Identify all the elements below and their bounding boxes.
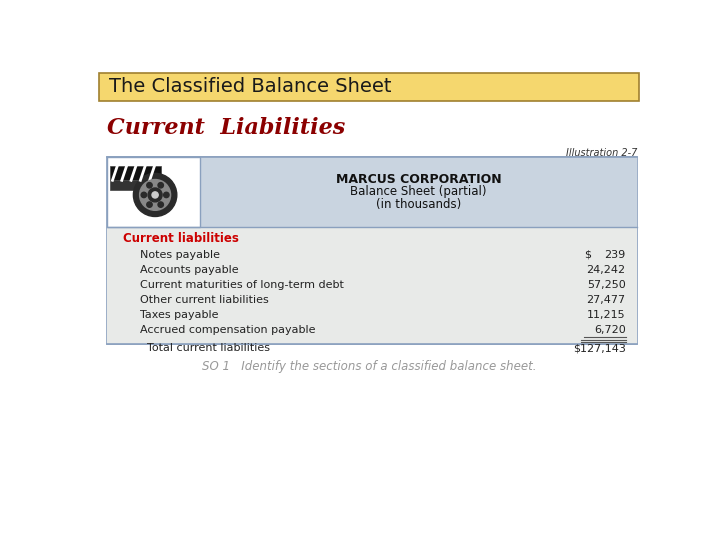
Text: 57,250: 57,250 <box>587 280 626 290</box>
Bar <box>107 157 200 226</box>
Text: Other current liabilities: Other current liabilities <box>140 295 269 305</box>
Circle shape <box>147 202 152 207</box>
Text: 24,242: 24,242 <box>586 265 626 275</box>
Text: SO 1   Identify the sections of a classified balance sheet.: SO 1 Identify the sections of a classifi… <box>202 360 536 373</box>
Circle shape <box>152 192 158 198</box>
Circle shape <box>158 183 163 188</box>
Circle shape <box>140 179 171 210</box>
Circle shape <box>148 188 162 202</box>
Text: Taxes payable: Taxes payable <box>140 310 218 320</box>
Circle shape <box>147 183 152 188</box>
Circle shape <box>141 192 147 198</box>
Text: Illustration 2-7: Illustration 2-7 <box>566 148 637 158</box>
Text: Accrued compensation payable: Accrued compensation payable <box>140 325 315 335</box>
Text: $: $ <box>585 250 591 260</box>
Text: Current  Liabilities: Current Liabilities <box>107 117 346 139</box>
Text: Total current liabilities: Total current liabilities <box>148 343 270 353</box>
Text: 239: 239 <box>604 250 626 260</box>
Text: Balance Sheet (partial): Balance Sheet (partial) <box>351 185 487 198</box>
Text: Current maturities of long-term debt: Current maturities of long-term debt <box>140 280 343 290</box>
Text: 11,215: 11,215 <box>587 310 626 320</box>
Text: (in thousands): (in thousands) <box>376 198 462 211</box>
Bar <box>107 226 637 343</box>
Circle shape <box>163 192 169 198</box>
Text: Notes payable: Notes payable <box>140 250 220 260</box>
Text: The Classified Balance Sheet: The Classified Balance Sheet <box>109 77 391 96</box>
Text: 27,477: 27,477 <box>586 295 626 305</box>
Text: Current liabilities: Current liabilities <box>122 232 238 245</box>
Circle shape <box>158 202 163 207</box>
Bar <box>99 72 639 101</box>
Bar <box>107 157 637 343</box>
Text: $127,143: $127,143 <box>572 343 626 353</box>
Text: MARCUS CORPORATION: MARCUS CORPORATION <box>336 173 501 186</box>
Bar <box>200 157 637 226</box>
Bar <box>110 166 161 180</box>
Text: 6,720: 6,720 <box>594 325 626 335</box>
Text: Accounts payable: Accounts payable <box>140 265 238 275</box>
Bar <box>110 180 161 190</box>
Circle shape <box>133 173 177 217</box>
